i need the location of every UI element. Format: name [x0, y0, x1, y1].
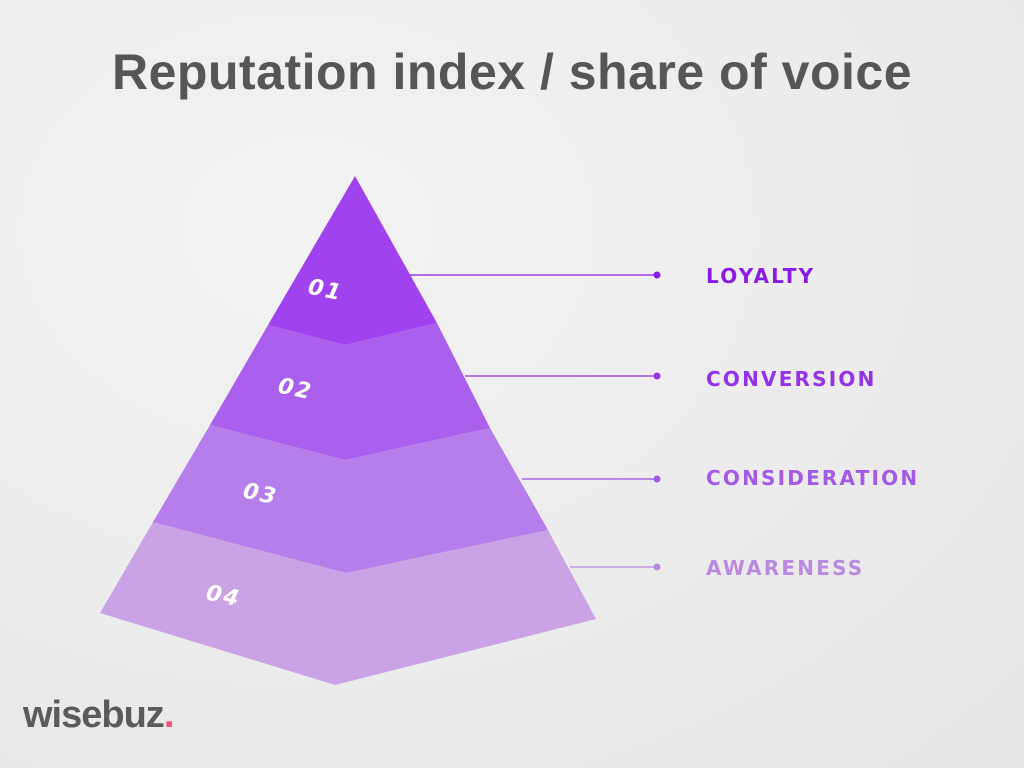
level-label-consideration: CONSIDERATION: [706, 466, 920, 490]
pyramid-level-1: [268, 176, 437, 345]
page-title: Reputation index / share of voice: [112, 44, 912, 100]
connector-consideration: [522, 475, 661, 483]
connector-awareness: [570, 563, 661, 571]
level-label-conversion: CONVERSION: [706, 367, 877, 391]
pyramid-level-3: [153, 425, 548, 573]
logo-text: wisebuz: [23, 694, 165, 736]
connector-conversion: [465, 372, 661, 380]
connector-loyalty: [410, 271, 661, 279]
logo-dot: .: [163, 694, 175, 736]
level-label-loyalty: LOYALTY: [706, 264, 816, 288]
pyramid-level-2: [210, 323, 490, 460]
brand-logo: wisebuz.: [23, 694, 175, 737]
pyramid-level-4: [100, 522, 596, 685]
level-label-awareness: AWARENESS: [706, 556, 865, 580]
